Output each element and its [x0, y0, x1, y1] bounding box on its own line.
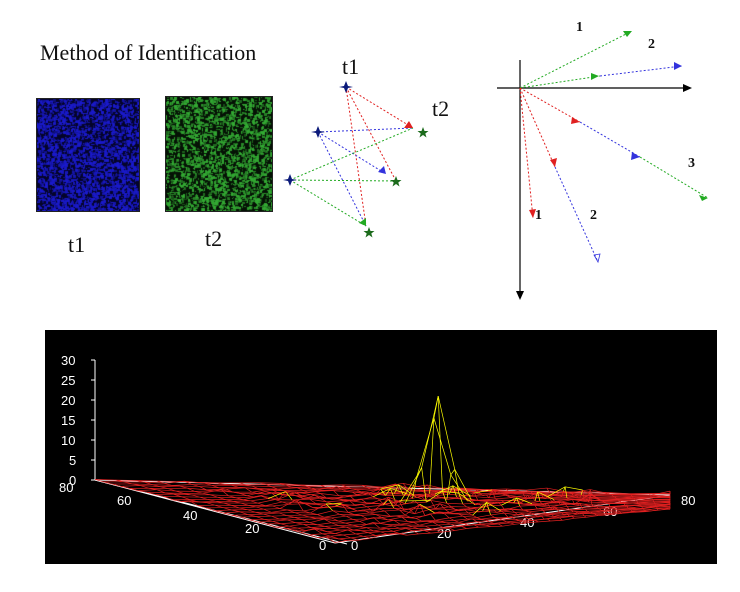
right-axis-tick-80: 80 — [681, 493, 695, 508]
z-tick-25: 25 — [61, 373, 75, 388]
page-title: Method of Identification — [40, 40, 257, 65]
z-tick-5: 5 — [69, 453, 76, 468]
vector-label-2-upper: 2 — [648, 37, 655, 52]
t1-image-label: t1 — [68, 232, 86, 257]
z-tick-30: 30 — [61, 353, 75, 368]
t2-image — [165, 96, 273, 212]
z-tick-0: 0 — [69, 473, 76, 488]
t2-image-label: t2 — [205, 226, 223, 251]
surface-plot-panel: 30 25 20 15 10 5 0 80 60 40 20 0 0 20 40… — [45, 330, 717, 564]
vector-label-2-lower: 2 — [590, 208, 597, 223]
right-axis-tick-0: 0 — [351, 538, 358, 553]
z-tick-10: 10 — [61, 433, 75, 448]
z-tick-15: 15 — [61, 413, 75, 428]
surface-mesh — [94, 395, 671, 543]
vector-label-1-upper: 1 — [576, 20, 583, 35]
surface-plot: 30 25 20 15 10 5 0 80 60 40 20 0 0 20 40… — [59, 353, 695, 553]
left-axis-tick-80: 80 — [59, 480, 73, 495]
left-axis-tick-0: 0 — [319, 538, 326, 553]
vector-label-1-lower: 1 — [535, 208, 542, 223]
matching-t2-label: t2 — [432, 96, 450, 121]
vector-label-3: 3 — [688, 156, 695, 171]
matching-t1-label: t1 — [342, 54, 360, 79]
left-axis-tick-60: 60 — [117, 493, 131, 508]
t1-image — [36, 98, 140, 212]
left-axis-tick-40: 40 — [183, 508, 197, 523]
z-tick-20: 20 — [61, 393, 75, 408]
left-axis-tick-20: 20 — [245, 521, 259, 536]
